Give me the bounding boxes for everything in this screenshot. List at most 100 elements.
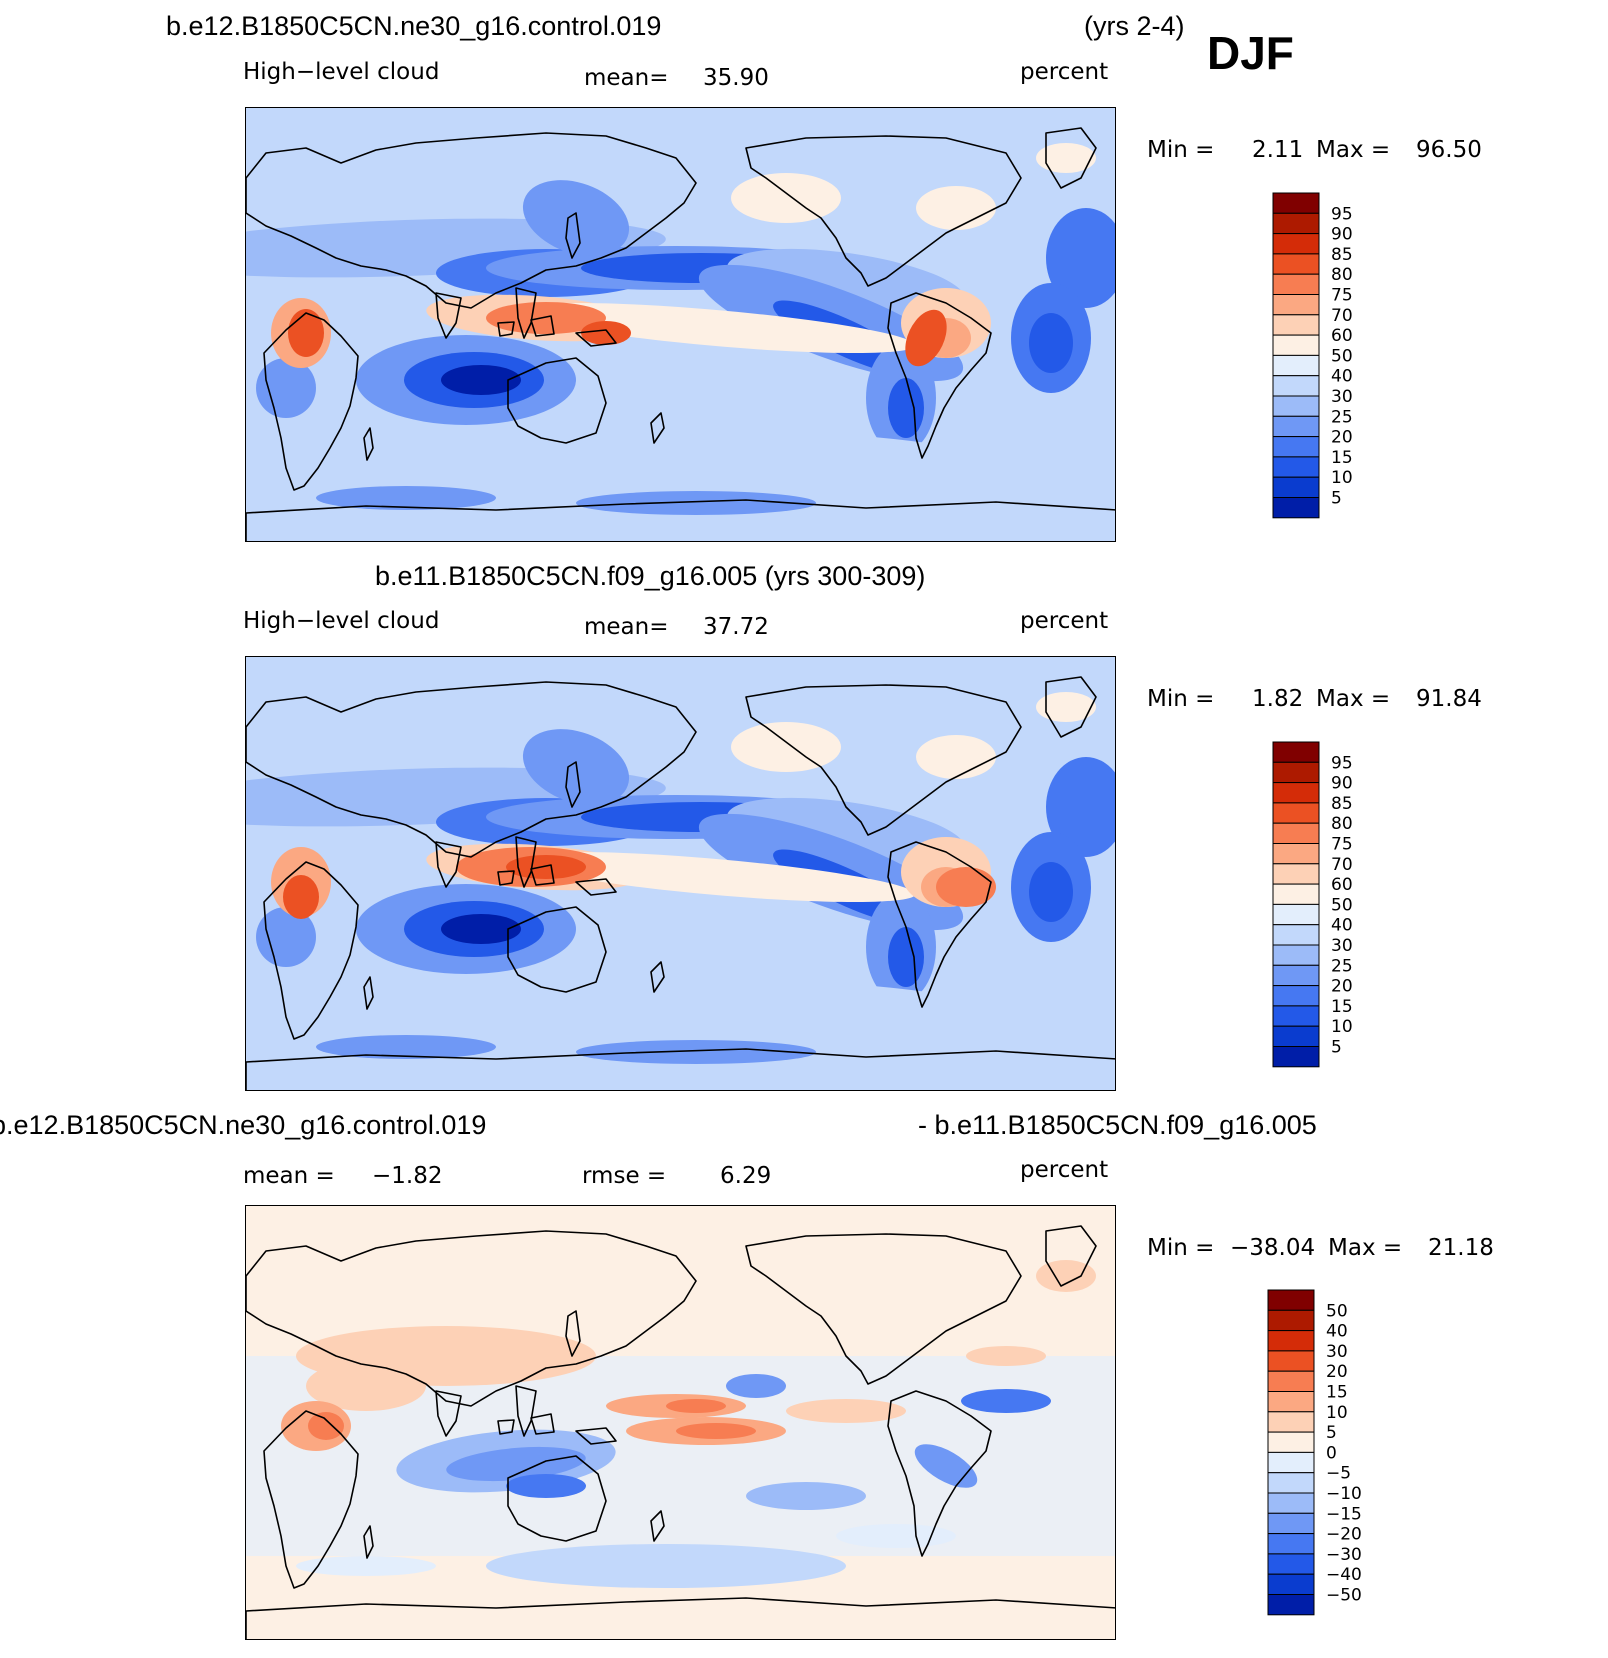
panel3-max-value: 21.18 [1428,1235,1494,1261]
field-contours [246,1260,1115,1588]
panel2-min-value: 1.82 [1252,686,1304,712]
colorbar-tick-label: 15 [1331,448,1353,468]
field-contour [905,309,947,367]
panel3-rmse-value: 6.29 [720,1163,772,1189]
colorbar-tick-label: 5 [1331,1038,1342,1058]
coastline-path [263,861,359,1040]
field-contour [286,428,1006,508]
colorbar-tick-label: 10 [1331,468,1353,488]
colorbar-tick-label: 0 [1326,1443,1337,1463]
colorbar-tick-label: 40 [1331,367,1353,387]
colorbar-swatch [1267,1553,1315,1575]
colorbar-tick-label: 20 [1331,428,1353,448]
field-contour [446,1446,586,1482]
colorbar-swatch [1272,1046,1320,1068]
panel2-map [245,656,1116,1091]
coastline-path [530,315,555,337]
coastline-path [745,1233,1022,1385]
panel3-title-right: - b.e11.B1850C5CN.f09_g16.005 [918,1110,1317,1140]
colorbar-tick-label: 20 [1331,977,1353,997]
colorbar-swatch [1272,924,1320,946]
field-contour [731,722,841,772]
coastline-path [650,412,665,444]
colorbar-tick-label: 15 [1331,997,1353,1017]
colorbar-tick-label: 10 [1331,1017,1353,1037]
coastline-path [1045,1225,1097,1287]
coastline-path [435,1390,462,1437]
colorbar-tick-label: 75 [1331,835,1353,855]
coastline-path [515,1385,537,1437]
coastline-path [435,292,462,339]
panel1-mean-value: 35.90 [703,65,769,91]
field-contour [506,1474,586,1498]
field-contour [916,186,996,230]
colorbar-swatch [1272,354,1320,377]
colorbar-tick-label: 90 [1331,225,1353,245]
panel1-min-label: Min = [1147,137,1215,163]
colorbar-tick-label: −30 [1326,1545,1362,1565]
colorbar-swatch [1267,1370,1315,1392]
colorbar-tick-label: 40 [1326,1322,1348,1342]
colorbar-swatch [1272,1025,1320,1048]
panel2-units: percent [1020,608,1109,634]
panel3-max-label: Max = [1328,1235,1403,1261]
panel2-mean-value: 37.72 [703,614,769,640]
colorbar-tick-label: 30 [1331,936,1353,956]
panel3-min-label: Min = [1147,1235,1215,1261]
colorbar-swatch [1272,883,1320,905]
colorbar-swatch [1267,1451,1315,1474]
panel3-mean-value: −1.82 [372,1163,443,1189]
coastline-path [530,1413,555,1435]
coastlines [246,1225,1115,1639]
coastline-path [565,212,581,259]
coastline-path [435,841,462,888]
colorbar-tick-label: 90 [1331,774,1353,794]
colorbar-swatch [1267,1512,1315,1535]
coastline-path [515,836,537,888]
colorbar-swatch [1272,273,1320,295]
field-contour [283,875,319,919]
colorbar-swatch [1272,395,1320,417]
coastline-path [515,287,537,339]
field-contour [1036,692,1096,722]
panel2-variable: High−level cloud [243,608,440,634]
coastline-path [263,312,359,491]
field-contour [256,358,316,418]
field-contour [581,321,631,345]
panel3-map [245,1205,1116,1640]
colorbar-swatch [1267,1472,1315,1494]
coastlines [246,676,1115,1090]
panel1-max-label: Max = [1316,137,1391,163]
colorbar-swatch [1272,212,1320,235]
colorbar-swatch [1272,192,1320,214]
panel3-units: percent [1020,1157,1109,1183]
panel1-variable: High−level cloud [243,59,440,85]
colorbar-tick-label: 50 [1326,1301,1348,1321]
colorbar-swatch [1272,334,1320,356]
colorbar-tick-label: 75 [1331,286,1353,306]
coastline-path [650,961,665,993]
coastline-path [363,1525,374,1559]
field-contour [506,855,586,879]
colorbar-swatch [1267,1309,1315,1332]
colorbar-tick-label: 30 [1331,387,1353,407]
panel3-colorbar: 50 40 30 20 15 10 5 0 −5 −10 −15 −20 −30 −40 −50 [1267,1289,1408,1619]
colorbar-swatch [1272,985,1320,1007]
field-contour [888,378,924,438]
colorbar-tick-label: 20 [1326,1362,1348,1382]
panel3-min-value: −38.04 [1230,1235,1316,1261]
field-contour [726,1374,786,1398]
coastline-path [745,684,1022,836]
field-contour [1036,143,1096,173]
field-contour [516,851,916,903]
field-contour [576,1040,816,1064]
colorbar-tick-label: 10 [1326,1403,1348,1423]
coastline-path [246,681,697,858]
field-contour [316,1035,496,1059]
colorbar-tick-label: −15 [1326,1504,1362,1524]
field-contour [936,867,996,907]
coastline-path [507,906,607,993]
field-contour [476,682,636,712]
